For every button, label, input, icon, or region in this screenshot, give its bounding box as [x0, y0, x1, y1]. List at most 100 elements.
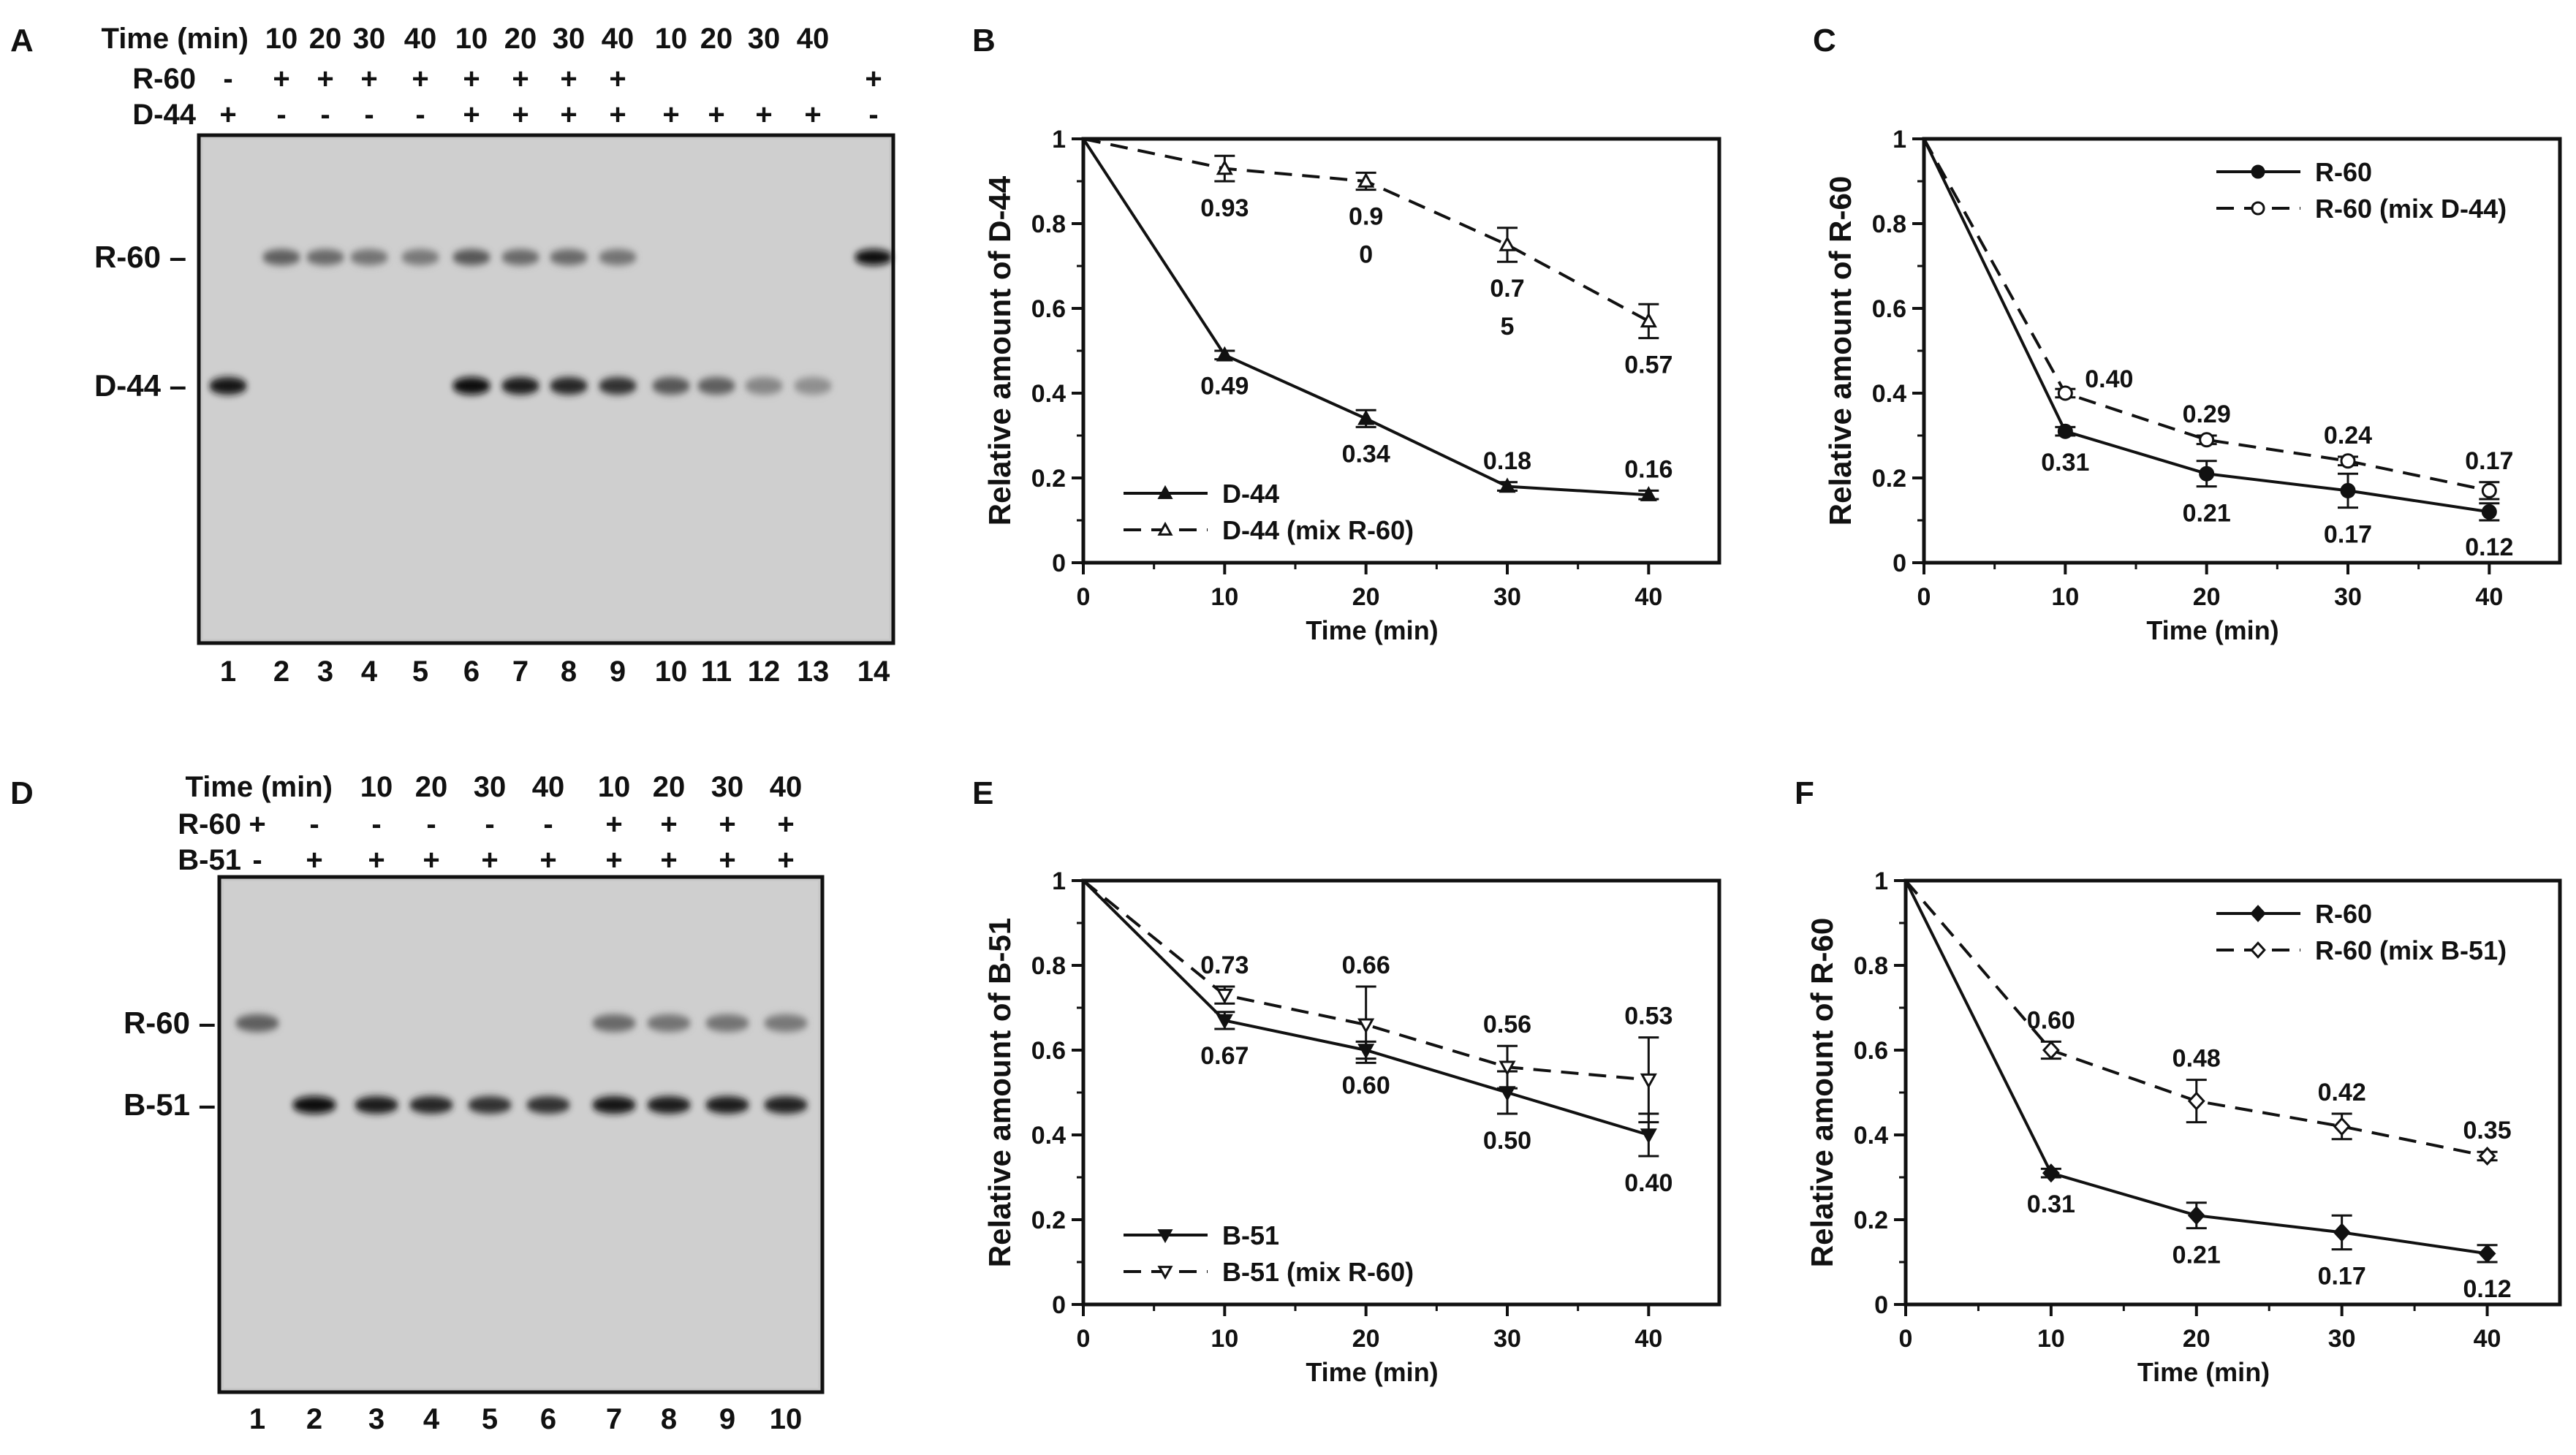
gel-band: [764, 1096, 808, 1114]
sign-cell: +: [360, 63, 377, 95]
x-axis-title: Time (min): [2146, 615, 2278, 645]
sign-cell: +: [609, 63, 626, 95]
y-tick-label: 0.8: [1031, 210, 1066, 238]
lane-number: 13: [797, 656, 830, 688]
x-tick-label: 0: [1077, 1325, 1091, 1353]
data-label: 0.60: [2027, 1006, 2075, 1034]
data-point: [2042, 1040, 2060, 1060]
gel-background: [224, 881, 818, 1388]
data-label: 0.17: [2324, 521, 2372, 549]
x-tick-label: 40: [2475, 583, 2503, 611]
sign-cell: +: [463, 99, 480, 131]
x-tick-label: 30: [1493, 1325, 1521, 1353]
legend-label: R-60 (mix D-44): [2315, 194, 2507, 224]
data-point: [2057, 385, 2073, 401]
row-label: Time (min): [101, 23, 249, 55]
time-cell: 30: [748, 23, 781, 55]
x-tick-label: 20: [2183, 1325, 2211, 1353]
data-label: 0.73: [1200, 951, 1249, 979]
y-tick-label: 0.2: [1031, 1207, 1066, 1234]
lane-number: 10: [770, 1403, 803, 1435]
lane-number: 3: [368, 1403, 384, 1435]
data-label: 0.49: [1200, 373, 1249, 400]
sign-cell: -: [252, 844, 262, 876]
time-cell: 10: [360, 771, 393, 803]
sign-cell: +: [368, 844, 384, 876]
data-label: 0.24: [2324, 422, 2372, 449]
sign-cell: +: [804, 99, 821, 131]
data-label: 0.66: [1342, 951, 1390, 979]
band-label: D-44 –: [94, 368, 186, 403]
x-tick-label: 0: [1899, 1325, 1913, 1353]
sign-cell: -: [309, 808, 319, 840]
sign-cell: +: [777, 844, 794, 876]
gel-band: [262, 249, 300, 265]
sign-cell: -: [371, 808, 381, 840]
gel-band: [526, 1096, 570, 1114]
time-cell: 30: [711, 771, 744, 803]
lane-number: 9: [719, 1403, 735, 1435]
lane-number: 6: [540, 1403, 556, 1435]
gel-band: [745, 377, 783, 395]
data-point: [1499, 477, 1516, 493]
sign-cell: +: [560, 63, 577, 95]
gel-band: [235, 1014, 279, 1032]
y-tick-label: 0.4: [1031, 1122, 1066, 1150]
sign-cell: +: [306, 844, 322, 876]
data-point: [2187, 1206, 2205, 1226]
data-point: [2250, 905, 2266, 922]
data-point: [2478, 1244, 2496, 1264]
data-point: [1357, 172, 1375, 188]
x-tick-label: 0: [1077, 583, 1091, 611]
data-label: 0.53: [1624, 1003, 1672, 1030]
sign-cell: +: [660, 844, 677, 876]
y-tick-label: 0.4: [1031, 380, 1066, 408]
y-tick-label: 0.8: [1872, 210, 1906, 238]
data-point: [2187, 1091, 2205, 1111]
gel-band: [705, 1096, 749, 1114]
data-point: [2340, 453, 2356, 469]
sign-cell: -: [868, 99, 878, 131]
x-axis-title: Time (min): [1306, 1357, 1438, 1387]
lane-number: 5: [412, 656, 428, 688]
gel-band: [468, 1096, 512, 1114]
data-point: [2251, 201, 2265, 216]
sign-cell: +: [662, 99, 679, 131]
data-label: 0.21: [2183, 500, 2231, 528]
data-point: [2481, 482, 2497, 498]
row-label: D-44: [132, 99, 196, 131]
lane-number: 6: [463, 656, 480, 688]
panel-letter: A: [10, 23, 34, 58]
sign-cell: +: [539, 844, 556, 876]
gel-band: [592, 1014, 636, 1032]
legend-label: B-51: [1222, 1220, 1279, 1250]
gel-band: [652, 377, 690, 395]
data-point: [1216, 346, 1233, 362]
x-tick-label: 30: [2328, 1325, 2356, 1353]
x-tick-label: 30: [2334, 583, 2362, 611]
sign-cell: -: [364, 99, 374, 131]
time-cell: 20: [504, 23, 537, 55]
y-tick-label: 0.2: [1872, 465, 1906, 493]
gel-band: [599, 377, 637, 395]
sign-cell: +: [249, 808, 265, 840]
band-label: R-60 –: [94, 240, 186, 274]
sign-cell: +: [755, 99, 772, 131]
x-tick-label: 10: [1211, 583, 1238, 611]
sign-cell: +: [708, 99, 724, 131]
data-label: 0.17: [2318, 1263, 2366, 1291]
y-tick-label: 0: [1052, 550, 1066, 577]
series-line: [1082, 879, 1649, 1082]
x-tick-label: 20: [1352, 1325, 1380, 1353]
sign-cell: +: [273, 63, 289, 95]
y-axis-title: Relative amount of D-44: [982, 175, 1017, 525]
lane-number: 3: [317, 656, 333, 688]
data-point: [2478, 1146, 2496, 1166]
y-tick-label: 0.6: [1872, 295, 1906, 323]
sign-cell: +: [660, 808, 677, 840]
sign-cell: +: [463, 63, 480, 95]
sign-cell: +: [609, 99, 626, 131]
data-point: [2057, 423, 2073, 439]
gel-band: [401, 249, 439, 265]
